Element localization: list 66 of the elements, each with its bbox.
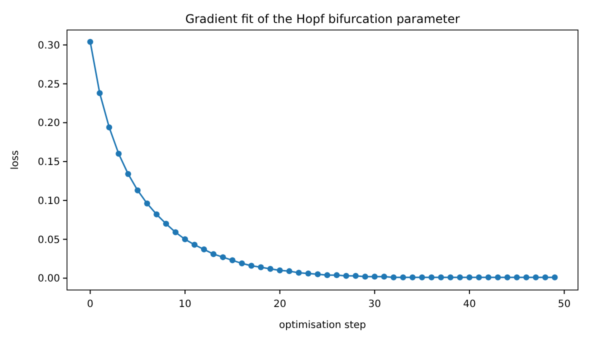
point <box>352 272 359 279</box>
point <box>229 257 236 264</box>
point <box>514 274 520 280</box>
point <box>305 270 312 277</box>
point <box>324 272 330 278</box>
point <box>134 187 141 194</box>
point <box>372 274 378 280</box>
y-tick-label: 0.00 <box>38 274 60 285</box>
point <box>144 200 150 207</box>
point <box>200 246 207 252</box>
point <box>314 271 321 278</box>
point <box>192 242 198 248</box>
point <box>419 274 426 280</box>
x-tick-label: 20 <box>273 299 286 310</box>
point <box>456 274 463 280</box>
point <box>494 274 501 280</box>
point <box>362 274 368 280</box>
point <box>286 268 292 274</box>
point <box>552 274 558 280</box>
point <box>220 254 226 260</box>
point <box>343 272 350 279</box>
point <box>485 274 492 280</box>
y-tick-label: 0.30 <box>38 40 60 52</box>
y-tick-label: 0.20 <box>38 118 60 130</box>
point <box>125 170 132 177</box>
chart-title: Gradient fit of the Hopf bifurcation parameter <box>185 12 460 26</box>
point <box>182 236 188 242</box>
point <box>267 266 274 272</box>
x-tick-label: 0 <box>87 299 94 310</box>
x-tick-label: 10 <box>178 299 192 310</box>
point <box>532 274 539 280</box>
x-tick-label: 30 <box>368 299 382 310</box>
point <box>334 272 340 278</box>
point <box>96 90 103 96</box>
point <box>428 274 435 280</box>
y-tick-label: 0.10 <box>38 196 60 207</box>
point <box>248 262 254 269</box>
point <box>447 274 454 280</box>
point <box>466 274 472 280</box>
point <box>400 274 406 280</box>
point <box>276 267 283 274</box>
point <box>154 211 160 218</box>
point <box>381 274 388 280</box>
y-axis-title: loss <box>10 150 21 170</box>
y-tick-label: 0.05 <box>38 234 60 246</box>
point <box>163 220 170 227</box>
point <box>116 150 122 157</box>
x-tick-label: 40 <box>463 299 476 310</box>
point <box>410 274 416 280</box>
point <box>210 251 216 258</box>
point <box>523 274 530 280</box>
point <box>87 38 94 45</box>
point <box>390 274 397 280</box>
point <box>238 260 245 266</box>
x-tick-label: 50 <box>558 299 571 310</box>
point <box>438 274 444 280</box>
point <box>106 124 112 130</box>
point <box>296 270 302 276</box>
point <box>258 264 264 270</box>
point <box>476 274 482 280</box>
point <box>504 274 510 280</box>
y-tick-label: 0.25 <box>38 79 60 90</box>
point <box>542 274 548 280</box>
y-tick-label: 0.15 <box>38 157 60 168</box>
point <box>172 229 179 236</box>
x-axis-title: optimisation step <box>279 320 366 331</box>
